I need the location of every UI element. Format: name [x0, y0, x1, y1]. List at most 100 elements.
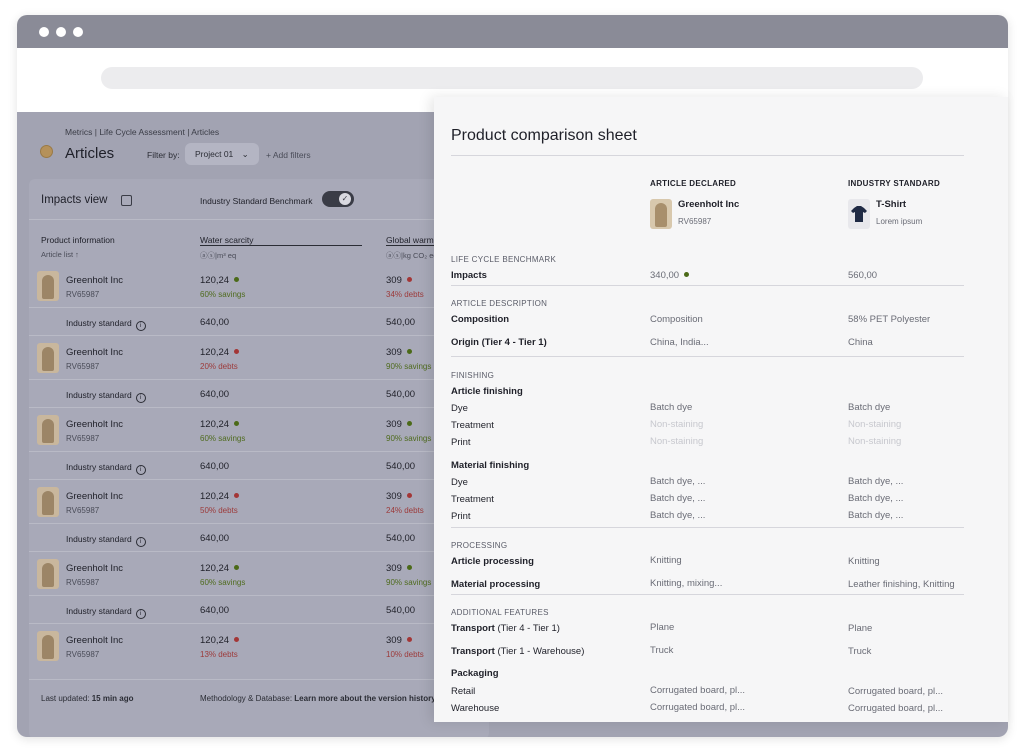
page-title: Articles: [65, 145, 115, 162]
product-thumbnail[interactable]: [37, 271, 59, 301]
transport2-article: Truck: [650, 645, 674, 656]
article-product-code: RV65987: [678, 217, 712, 226]
transport1-label: Transport (Tier 4 - Tier 1): [451, 623, 560, 634]
global-change: 90% savings: [386, 434, 432, 443]
af-print-article: Non-staining: [650, 436, 704, 447]
product-name[interactable]: Greenholt Inc: [66, 635, 124, 646]
article-list-sort[interactable]: Article list ↑: [41, 250, 79, 259]
window-close-dot[interactable]: [39, 27, 49, 37]
water-value: 120,24: [200, 491, 240, 502]
packaging-label: Packaging: [451, 668, 499, 679]
global-change: 34% debts: [386, 290, 424, 299]
section-finishing: FINISHING: [451, 371, 495, 380]
product-code: RV65987: [66, 290, 100, 299]
methodology-note: Methodology & Database: Learn more about…: [200, 694, 446, 703]
origin-label: Origin (Tier 4 - Tier 1): [451, 337, 547, 348]
column-header-water[interactable]: Water scarcity: [200, 235, 254, 245]
divider: [451, 285, 964, 286]
add-filters-button[interactable]: + Add filters: [266, 150, 311, 160]
industry-global-value: 540,00: [386, 533, 416, 544]
industry-standard-label: Industry standard i: [66, 534, 146, 547]
composition-article: Composition: [650, 314, 703, 325]
material-processing-standard: Leather finishing, Knitting: [848, 579, 955, 590]
water-change: 20% debts: [200, 362, 238, 371]
impacts-view-title: Impacts view: [41, 194, 108, 206]
status-dot-icon: [234, 277, 240, 282]
industry-standard-label: Industry standard i: [66, 462, 146, 475]
info-icon[interactable]: i: [135, 321, 146, 331]
status-dot-icon: [234, 637, 240, 642]
mf-print-label: Print: [451, 511, 471, 522]
mf-dye-label: Dye: [451, 477, 468, 488]
column-underline: [200, 245, 362, 246]
divider: [451, 155, 964, 156]
breadcrumb[interactable]: Metrics | Life Cycle Assessment | Articl…: [65, 127, 220, 137]
status-dot-icon: [234, 421, 240, 426]
status-dot-icon: [406, 277, 412, 282]
product-name[interactable]: Greenholt Inc: [66, 419, 124, 430]
industry-standard-label: Industry standard i: [66, 390, 146, 403]
water-value: 120,24: [200, 419, 240, 430]
articles-icon: [40, 145, 53, 158]
origin-standard: China: [848, 337, 873, 348]
product-name[interactable]: Greenholt Inc: [66, 491, 124, 502]
industry-standard-label: Industry standard i: [66, 318, 146, 331]
product-thumbnail[interactable]: [37, 631, 59, 661]
product-name[interactable]: Greenholt Inc: [66, 563, 124, 574]
divider: [29, 479, 489, 480]
section-life-cycle-benchmark: LIFE CYCLE BENCHMARK: [451, 255, 557, 264]
global-change: 90% savings: [386, 578, 432, 587]
material-processing-article: Knitting, mixing...: [650, 578, 723, 589]
info-icon[interactable]: i: [135, 537, 146, 547]
calendar-icon[interactable]: [121, 195, 132, 206]
divider: [451, 594, 964, 595]
column-header-article-declared: ARTICLE DECLARED: [650, 179, 737, 188]
product-thumbnail[interactable]: [37, 343, 59, 373]
info-icon[interactable]: i: [135, 609, 146, 619]
last-updated: Last updated: 15 min ago: [41, 694, 134, 703]
product-thumbnail[interactable]: [37, 415, 59, 445]
status-dot-icon: [684, 272, 690, 277]
af-dye-article: Batch dye: [650, 402, 693, 413]
sheet-title: Product comparison sheet: [451, 127, 637, 144]
industry-water-value: 640,00: [200, 533, 230, 544]
divider: [451, 527, 964, 528]
warehouse-article: Corrugated board, pl...: [650, 702, 746, 713]
af-treatment-standard: Non-staining: [848, 419, 902, 430]
product-name[interactable]: Greenholt Inc: [66, 275, 124, 286]
article-processing-article: Knitting: [650, 555, 682, 566]
window-minimize-dot[interactable]: [56, 27, 66, 37]
column-header-product[interactable]: Product information: [41, 235, 115, 245]
divider: [29, 523, 489, 524]
industry-standard-label: Industry standard i: [66, 606, 146, 619]
info-icon[interactable]: i: [135, 465, 146, 475]
product-thumbnail[interactable]: [37, 559, 59, 589]
status-dot-icon: [406, 493, 412, 498]
column-header-global[interactable]: Global warming: [386, 235, 446, 245]
material-finishing-label: Material finishing: [451, 460, 530, 471]
industry-water-value: 640,00: [200, 317, 230, 328]
methodology-link[interactable]: Learn more about the version history of: [294, 694, 446, 703]
mf-print-standard: Batch dye, ...: [848, 510, 904, 521]
af-treatment-article: Non-staining: [650, 419, 704, 430]
material-processing-label: Material processing: [451, 579, 541, 590]
divider: [29, 595, 489, 596]
status-dot-icon: [234, 493, 240, 498]
product-comparison-sheet: Product comparison sheet ARTICLE DECLARE…: [434, 97, 1008, 722]
warehouse-standard: Corrugated board, pl...: [848, 703, 944, 714]
product-name[interactable]: Greenholt Inc: [66, 347, 124, 358]
article-finishing-label: Article finishing: [451, 386, 523, 397]
status-dot-icon: [406, 565, 412, 570]
project-filter-select[interactable]: Project 01 ⌄: [185, 143, 259, 165]
water-value: 120,24: [200, 563, 240, 574]
window-maximize-dot[interactable]: [73, 27, 83, 37]
product-thumbnail[interactable]: [37, 487, 59, 517]
industry-water-value: 640,00: [200, 389, 230, 400]
info-icon[interactable]: i: [135, 393, 146, 403]
address-bar[interactable]: [101, 67, 923, 89]
global-value: 309: [386, 419, 412, 430]
water-value: 120,24: [200, 635, 240, 646]
water-change: 13% debts: [200, 650, 238, 659]
benchmark-toggle[interactable]: ✓: [322, 191, 354, 207]
water-unit: ⓐⓢ|m³ eq: [200, 251, 237, 260]
